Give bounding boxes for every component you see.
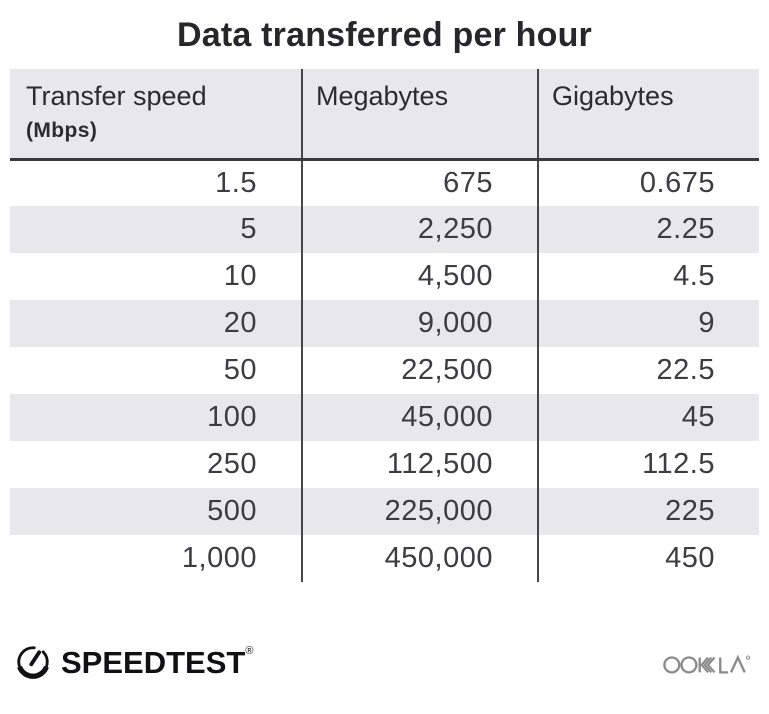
table-row: 5 2,250 2.25 bbox=[10, 206, 759, 253]
speed-cell: 5 bbox=[240, 213, 257, 245]
table-body: 1.5 675 0.675 5 2,250 2.25 10 4,500 4.5 20 9,000 9 5… bbox=[10, 159, 759, 582]
gigabytes-cell: 112.5 bbox=[537, 441, 759, 488]
speedtest-registered-mark: ® bbox=[245, 645, 254, 657]
speed-cell: 250 bbox=[207, 448, 257, 480]
speedtest-logo: SPEEDTEST® bbox=[14, 643, 253, 681]
megabytes-cell: 450,000 bbox=[301, 535, 538, 582]
table-row: 100 45,000 45 bbox=[10, 394, 759, 441]
gigabytes-cell: 9 bbox=[537, 300, 759, 347]
table-row: 20 9,000 9 bbox=[10, 300, 759, 347]
speedtest-gauge-icon bbox=[14, 643, 52, 681]
speed-cell: 500 bbox=[207, 495, 257, 527]
column-header-mbps-unit: (Mbps) bbox=[26, 119, 98, 142]
speedtest-wordmark: SPEEDTEST® bbox=[61, 645, 254, 680]
megabytes-cell: 2,250 bbox=[301, 206, 538, 253]
gigabytes-cell: 4.5 bbox=[537, 253, 759, 300]
gigabytes-cell: 450 bbox=[537, 535, 759, 582]
megabytes-cell: 675 bbox=[301, 159, 538, 206]
gigabytes-cell: 0.675 bbox=[537, 159, 759, 206]
column-header-gigabytes: Gigabytes bbox=[537, 69, 759, 159]
table-row: 50 22,500 22.5 bbox=[10, 347, 759, 394]
table-row: 500 225,000 225 bbox=[10, 488, 759, 535]
megabytes-cell: 45,000 bbox=[301, 394, 538, 441]
table-header: Transfer speed (Mbps) Megabytes Gigabyte… bbox=[10, 69, 759, 159]
column-header-transfer-speed-label: Transfer speed bbox=[26, 81, 207, 111]
speed-cell: 1.5 bbox=[215, 166, 257, 199]
table-row: 250 112,500 112.5 bbox=[10, 441, 759, 488]
header-row: Transfer speed (Mbps) Megabytes Gigabyte… bbox=[10, 69, 759, 159]
ookla-logo bbox=[663, 647, 755, 677]
column-header-megabytes: Megabytes bbox=[301, 69, 538, 159]
megabytes-cell: 22,500 bbox=[301, 347, 538, 394]
speed-cell: 10 bbox=[223, 260, 257, 292]
gigabytes-cell: 225 bbox=[537, 488, 759, 535]
speed-cell: 1,000 bbox=[181, 542, 257, 574]
megabytes-cell: 4,500 bbox=[301, 253, 538, 300]
gigabytes-cell: 22.5 bbox=[537, 347, 759, 394]
table-row: 1.5 675 0.675 bbox=[10, 159, 759, 206]
speed-cell: 100 bbox=[207, 401, 257, 433]
speed-cell: 20 bbox=[223, 307, 257, 339]
megabytes-cell: 9,000 bbox=[301, 300, 538, 347]
speedtest-label: SPEEDTEST bbox=[61, 645, 246, 680]
table-row: 10 4,500 4.5 bbox=[10, 253, 759, 300]
megabytes-cell: 112,500 bbox=[301, 441, 538, 488]
footer: SPEEDTEST® bbox=[14, 639, 755, 685]
speed-cell: 50 bbox=[223, 354, 257, 386]
gigabytes-cell: 45 bbox=[537, 394, 759, 441]
table-row: 1,000 450,000 450 bbox=[10, 535, 759, 582]
data-table: Transfer speed (Mbps) Megabytes Gigabyte… bbox=[10, 69, 759, 582]
megabytes-cell: 225,000 bbox=[301, 488, 538, 535]
page-title: Data transferred per hour bbox=[177, 16, 592, 54]
column-header-transfer-speed: Transfer speed (Mbps) bbox=[10, 69, 302, 159]
gigabytes-cell: 2.25 bbox=[537, 206, 759, 253]
